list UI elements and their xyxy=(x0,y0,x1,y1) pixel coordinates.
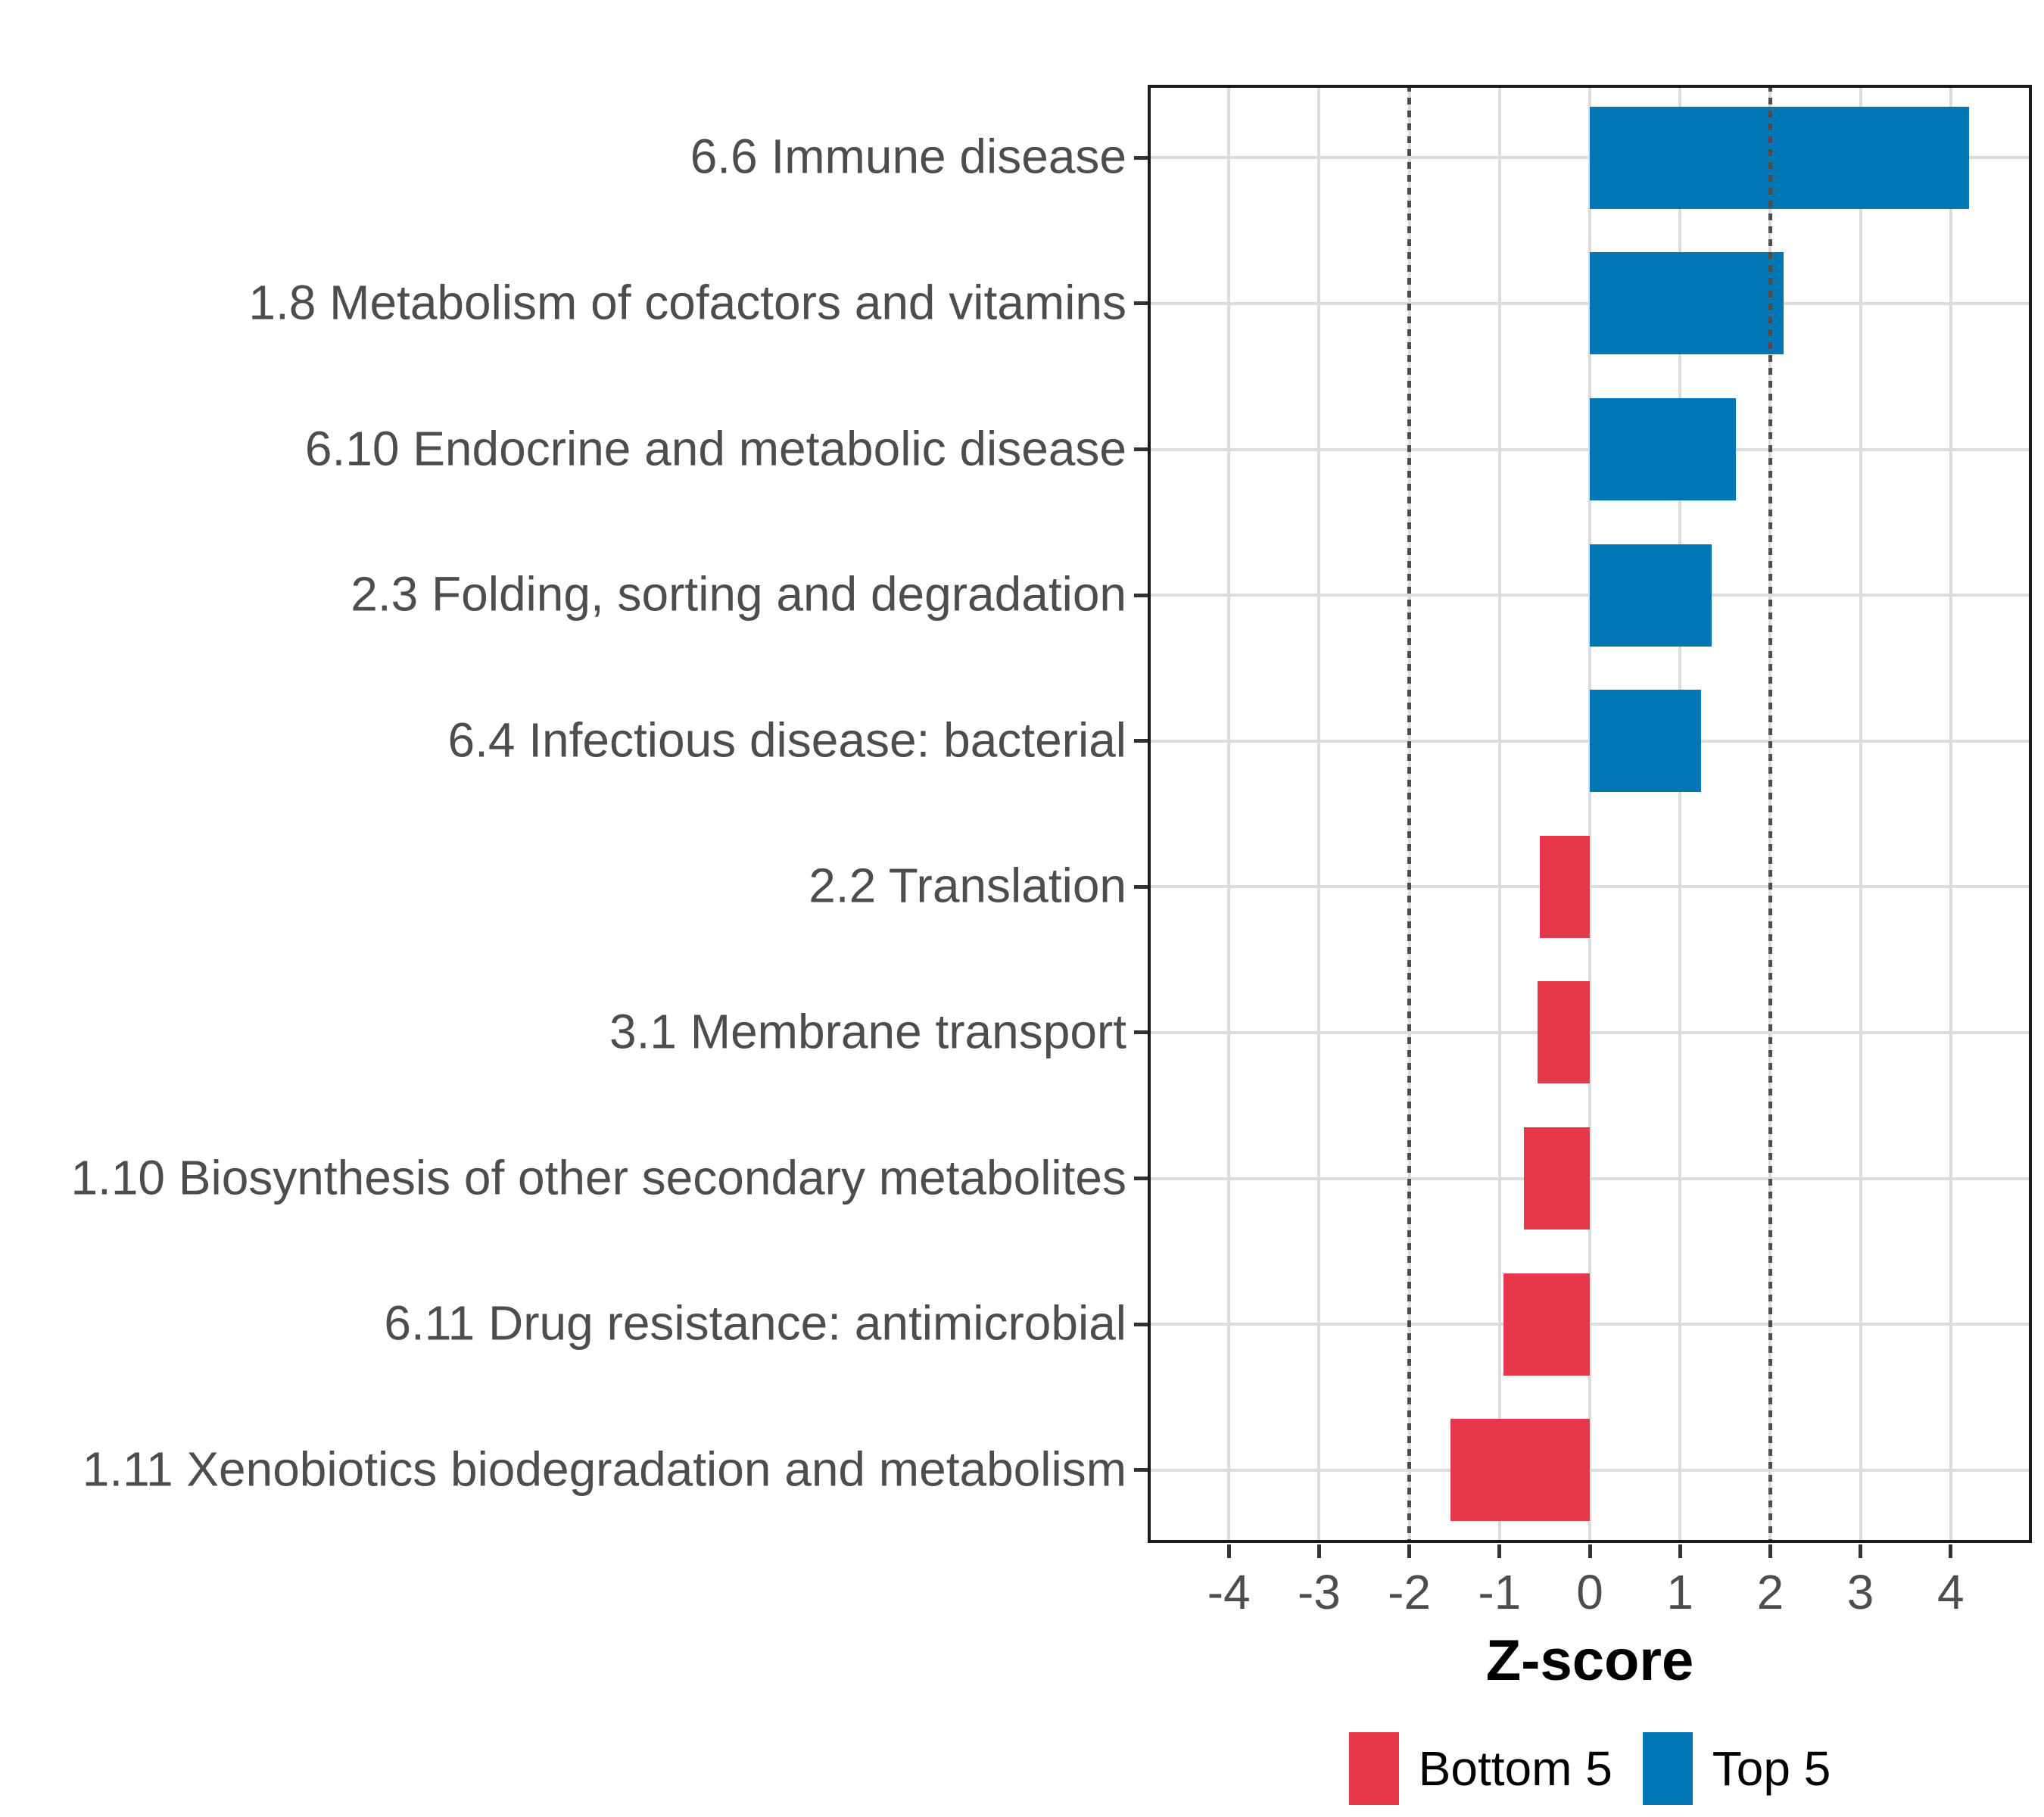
x-axis-tick-label: 4 xyxy=(1937,1565,1965,1619)
bar xyxy=(1590,106,1969,209)
x-axis-tick xyxy=(1316,1544,1321,1558)
x-axis-tick-label: -1 xyxy=(1478,1565,1522,1619)
x-axis-tick-label: -2 xyxy=(1388,1565,1432,1619)
y-gridline xyxy=(1148,885,2032,889)
x-axis-tick xyxy=(1407,1544,1412,1558)
bar xyxy=(1590,398,1737,500)
x-axis-tick-label: 2 xyxy=(1756,1565,1784,1619)
x-axis-tick xyxy=(1768,1544,1772,1558)
y-gridline xyxy=(1148,1030,2032,1034)
legend-label-bottom5: Bottom 5 xyxy=(1418,1741,1612,1796)
x-gridline xyxy=(1317,85,1321,1543)
bar xyxy=(1537,981,1590,1084)
x-gridline xyxy=(1227,85,1231,1543)
x-axis-tick-label: -3 xyxy=(1297,1565,1341,1619)
bar xyxy=(1450,1419,1590,1522)
legend-swatch-bottom5-icon xyxy=(1348,1732,1399,1805)
y-gridline xyxy=(1148,1323,2032,1326)
bar xyxy=(1503,1273,1590,1376)
x-axis-tick-label: 0 xyxy=(1576,1565,1603,1619)
x-axis-tick-label: -4 xyxy=(1207,1565,1251,1619)
y-axis-tick xyxy=(1134,1468,1148,1473)
bar xyxy=(1590,690,1701,793)
legend-label-top5: Top 5 xyxy=(1712,1741,1831,1796)
reference-line xyxy=(1407,85,1412,1543)
y-axis-category-label: 3.1 Membrane transport xyxy=(609,1004,1126,1059)
x-gridline xyxy=(1497,85,1501,1543)
x-gridline xyxy=(1678,85,1682,1543)
y-axis-tick xyxy=(1134,447,1148,451)
x-axis-tick xyxy=(1949,1544,1953,1558)
y-axis-tick xyxy=(1134,155,1148,160)
x-gridline xyxy=(1588,85,1591,1543)
y-axis-tick xyxy=(1134,884,1148,889)
legend-entry-bottom5: Bottom 5 xyxy=(1348,1732,1612,1805)
y-axis-category-label: 1.8 Metabolism of cofactors and vitamins xyxy=(248,275,1126,330)
y-axis-tick xyxy=(1134,1322,1148,1326)
bar xyxy=(1540,835,1590,938)
y-axis-tick xyxy=(1134,739,1148,743)
x-axis-tick xyxy=(1497,1544,1502,1558)
y-axis-category-label: 6.10 Endocrine and metabolic disease xyxy=(304,421,1126,476)
x-axis-tick xyxy=(1588,1544,1592,1558)
legend-entry-top5: Top 5 xyxy=(1642,1732,1831,1805)
bar xyxy=(1590,252,1784,355)
reference-line xyxy=(1768,85,1772,1543)
x-axis-title: Z-score xyxy=(1485,1628,1694,1693)
y-axis-category-label: 2.3 Folding, sorting and degradation xyxy=(351,566,1126,622)
y-axis-category-label: 6.4 Infectious disease: bacterial xyxy=(447,712,1126,768)
y-axis-category-label: 6.11 Drug resistance: antimicrobial xyxy=(384,1295,1126,1351)
x-axis-tick xyxy=(1678,1544,1682,1558)
x-axis-tick-label: 1 xyxy=(1666,1565,1693,1619)
y-axis-tick xyxy=(1134,1030,1148,1035)
y-axis-category-label: 2.2 Translation xyxy=(809,859,1126,914)
x-axis-tick xyxy=(1226,1544,1231,1558)
legend-swatch-top5-icon xyxy=(1642,1732,1693,1805)
bar xyxy=(1590,544,1712,647)
bar xyxy=(1523,1127,1590,1230)
legend: Bottom 5 Top 5 xyxy=(1148,1732,2032,1805)
y-axis-tick xyxy=(1134,301,1148,306)
y-axis-category-label: 6.6 Immune disease xyxy=(690,129,1126,185)
x-axis-tick-label: 3 xyxy=(1846,1565,1874,1619)
y-axis-category-label: 1.10 Biosynthesis of other secondary met… xyxy=(70,1150,1126,1205)
y-gridline xyxy=(1148,1177,2032,1180)
x-gridline xyxy=(1859,85,1862,1543)
x-axis-tick xyxy=(1859,1544,1863,1558)
y-axis-tick xyxy=(1134,1177,1148,1180)
y-axis-category-label: 1.11 Xenobiotics biodegradation and meta… xyxy=(82,1441,1126,1497)
x-gridline xyxy=(1949,85,1952,1543)
y-gridline xyxy=(1148,1468,2032,1472)
y-axis-tick xyxy=(1134,593,1148,597)
